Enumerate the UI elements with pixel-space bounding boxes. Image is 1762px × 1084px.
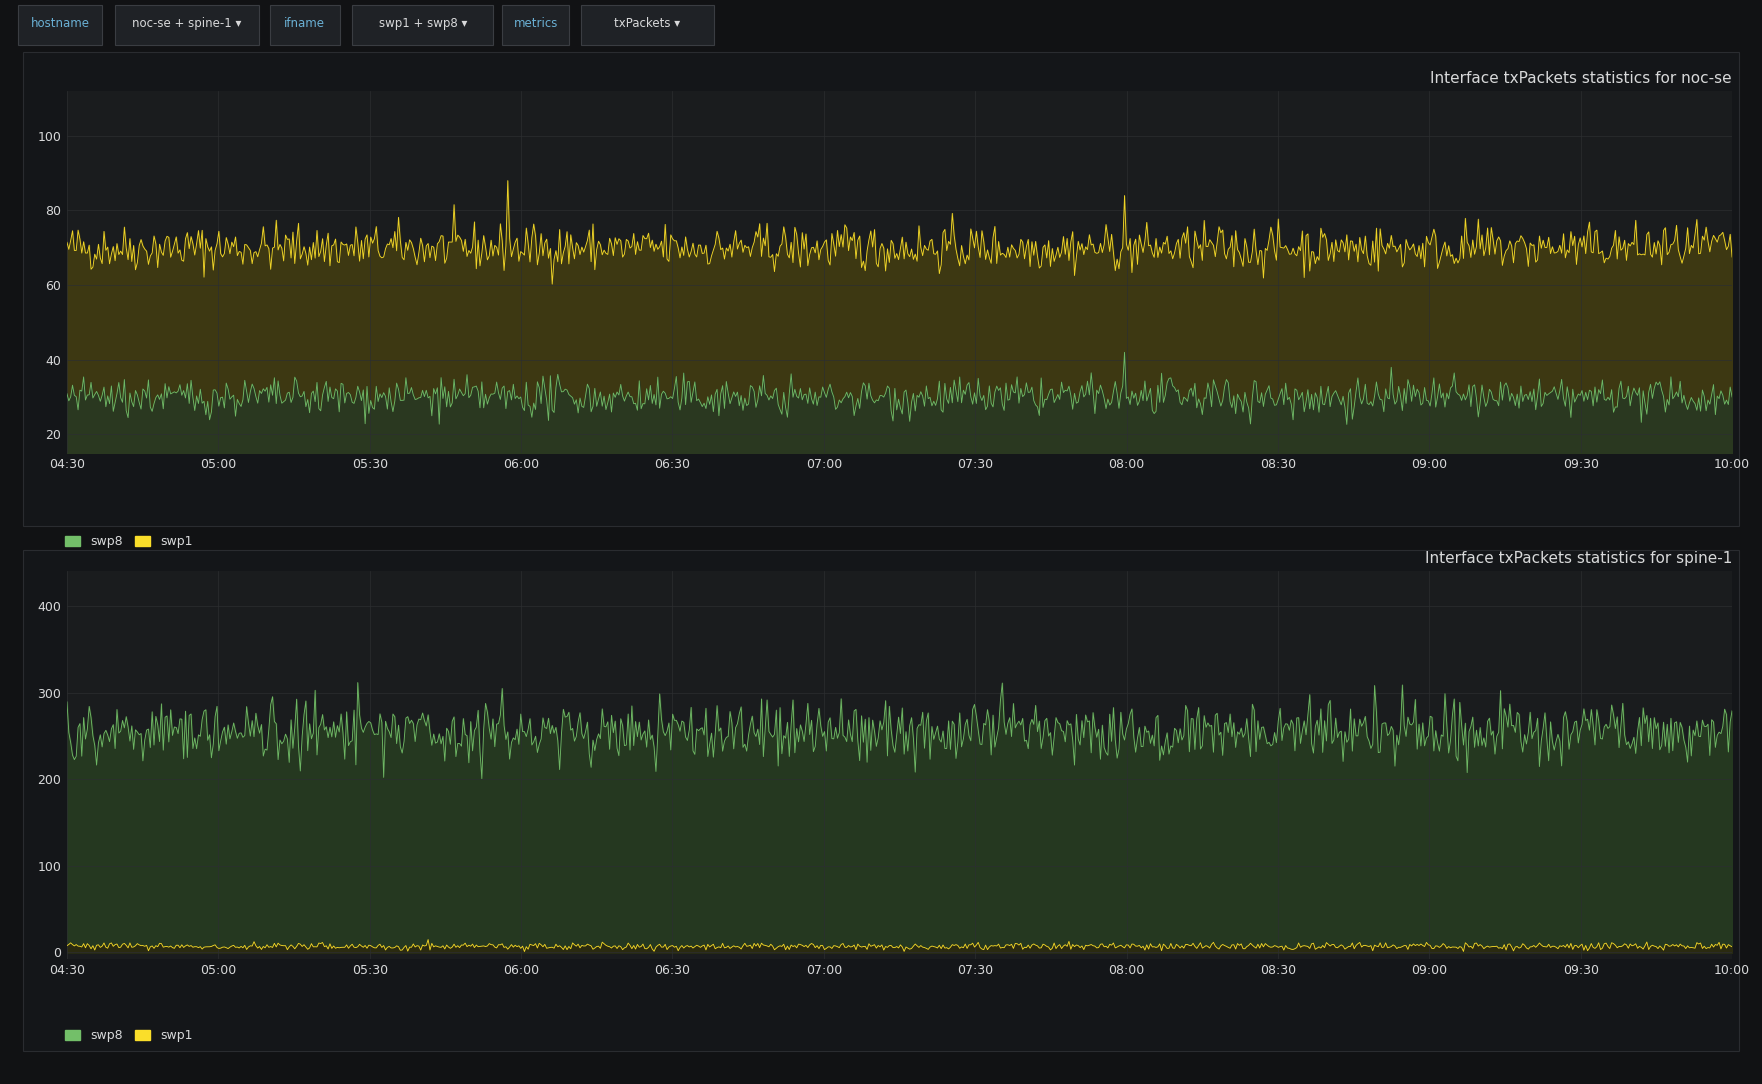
Text: noc-se + spine-1 ▾: noc-se + spine-1 ▾: [132, 17, 241, 30]
Bar: [352, 5, 493, 44]
Text: txPackets ▾: txPackets ▾: [615, 17, 680, 30]
Text: swp1 + swp8 ▾: swp1 + swp8 ▾: [379, 17, 467, 30]
Text: ifname: ifname: [284, 17, 326, 30]
Text: metrics: metrics: [513, 17, 559, 30]
Legend: swp8, swp1: swp8, swp1: [65, 1030, 192, 1043]
Text: Interface txPackets statistics for noc-se: Interface txPackets statistics for noc-s…: [1431, 70, 1732, 86]
Bar: [502, 5, 569, 44]
Bar: [18, 5, 102, 44]
Text: hostname: hostname: [30, 17, 90, 30]
Bar: [581, 5, 714, 44]
Bar: [115, 5, 259, 44]
Legend: swp8, swp1: swp8, swp1: [65, 535, 192, 549]
Bar: [270, 5, 340, 44]
Text: Interface txPackets statistics for spine-1: Interface txPackets statistics for spine…: [1425, 551, 1732, 566]
